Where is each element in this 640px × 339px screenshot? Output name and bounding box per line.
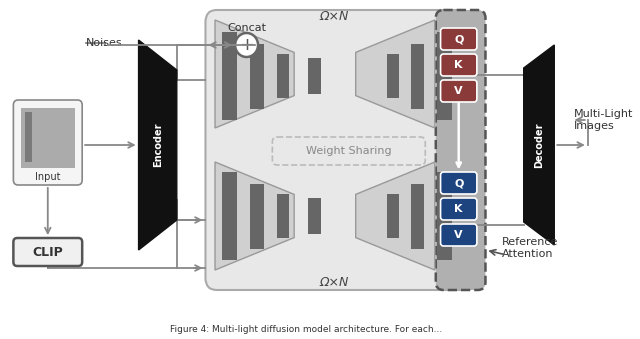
Bar <box>387 194 399 238</box>
Text: Weight Sharing: Weight Sharing <box>306 146 392 156</box>
Text: Figure 4: Multi-light diffusion model architecture. For each...: Figure 4: Multi-light diffusion model ar… <box>170 325 442 335</box>
Bar <box>277 54 289 98</box>
Bar <box>250 44 264 109</box>
Text: K: K <box>454 204 463 214</box>
Bar <box>221 172 237 260</box>
Bar <box>250 184 264 249</box>
Text: Encoder: Encoder <box>153 123 163 167</box>
Text: +: + <box>239 36 254 54</box>
Text: Input: Input <box>35 172 61 182</box>
Polygon shape <box>356 20 435 128</box>
Polygon shape <box>215 162 294 270</box>
Bar <box>411 44 424 109</box>
Text: K: K <box>454 60 463 70</box>
Bar <box>221 32 237 120</box>
Polygon shape <box>215 20 294 128</box>
Bar <box>387 54 399 98</box>
Text: Ω×N: Ω×N <box>320 11 349 23</box>
Bar <box>25 112 33 162</box>
Text: CLIP: CLIP <box>33 245 63 259</box>
Text: Ω×N: Ω×N <box>320 277 349 290</box>
Circle shape <box>235 33 258 57</box>
Text: Reference
Attention: Reference Attention <box>502 237 558 259</box>
Polygon shape <box>356 162 435 270</box>
FancyBboxPatch shape <box>440 224 477 246</box>
Text: Multi-Light
Images: Multi-Light Images <box>573 109 633 131</box>
Bar <box>21 108 74 168</box>
Bar <box>411 184 424 249</box>
FancyBboxPatch shape <box>205 10 473 290</box>
FancyBboxPatch shape <box>440 198 477 220</box>
Text: V: V <box>454 230 463 240</box>
Text: Noises: Noises <box>86 38 123 48</box>
FancyBboxPatch shape <box>436 10 486 290</box>
Polygon shape <box>524 45 554 245</box>
Bar <box>277 194 289 238</box>
Bar <box>436 172 452 260</box>
Text: Q: Q <box>454 34 463 44</box>
Text: V: V <box>454 86 463 96</box>
FancyBboxPatch shape <box>440 54 477 76</box>
Text: Q: Q <box>454 178 463 188</box>
Bar <box>308 198 321 234</box>
FancyBboxPatch shape <box>440 28 477 50</box>
FancyBboxPatch shape <box>13 100 82 185</box>
FancyBboxPatch shape <box>440 172 477 194</box>
Bar <box>308 58 321 94</box>
Text: Decoder: Decoder <box>534 122 544 168</box>
Bar <box>436 32 452 120</box>
Polygon shape <box>139 40 177 250</box>
FancyBboxPatch shape <box>440 80 477 102</box>
Text: Concat: Concat <box>227 23 266 33</box>
FancyBboxPatch shape <box>13 238 82 266</box>
